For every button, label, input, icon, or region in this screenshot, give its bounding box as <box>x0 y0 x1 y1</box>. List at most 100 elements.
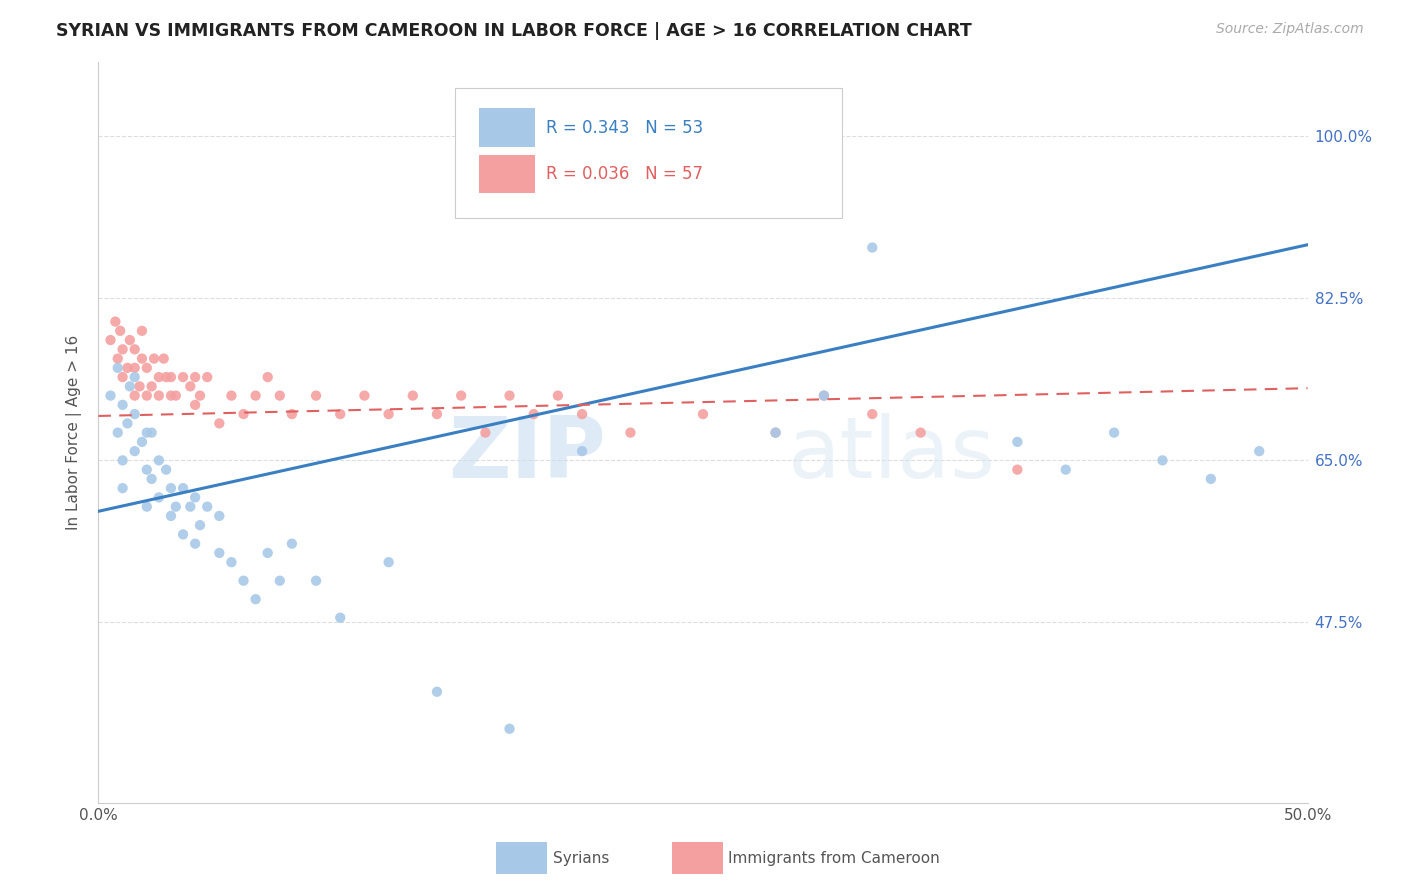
Point <box>128 379 150 393</box>
Point <box>124 444 146 458</box>
Point <box>377 407 399 421</box>
Point <box>179 500 201 514</box>
Point <box>143 351 166 366</box>
Point <box>135 425 157 440</box>
Point <box>141 472 163 486</box>
Point <box>117 360 139 375</box>
Point <box>124 389 146 403</box>
Point <box>179 379 201 393</box>
Point <box>141 379 163 393</box>
Point <box>111 398 134 412</box>
Point <box>474 425 496 440</box>
Point <box>208 508 231 523</box>
Point <box>131 324 153 338</box>
Point <box>1199 472 1222 486</box>
Point <box>184 536 207 550</box>
Point <box>107 351 129 366</box>
FancyBboxPatch shape <box>456 88 842 218</box>
Point <box>160 389 183 403</box>
FancyBboxPatch shape <box>479 108 534 147</box>
Point <box>148 389 170 403</box>
Point <box>523 407 546 421</box>
Point <box>155 462 177 476</box>
Point <box>111 370 134 384</box>
Point <box>281 536 304 550</box>
Point <box>160 481 183 495</box>
Point <box>111 453 134 467</box>
Point <box>571 444 593 458</box>
FancyBboxPatch shape <box>479 155 534 194</box>
Point <box>910 425 932 440</box>
Text: Syrians: Syrians <box>553 851 609 865</box>
Point <box>765 425 787 440</box>
Text: Immigrants from Cameroon: Immigrants from Cameroon <box>728 851 941 865</box>
Point <box>172 481 194 495</box>
Point <box>305 389 328 403</box>
Point <box>148 370 170 384</box>
Point <box>813 389 835 403</box>
Point <box>269 574 291 588</box>
Point <box>571 407 593 421</box>
Point <box>135 360 157 375</box>
Point <box>104 315 127 329</box>
Point <box>692 407 714 421</box>
Point <box>100 389 122 403</box>
Point <box>107 425 129 440</box>
Point <box>305 574 328 588</box>
Point <box>172 370 194 384</box>
Point <box>208 417 231 431</box>
Point <box>450 389 472 403</box>
Point <box>131 434 153 449</box>
Point <box>118 333 141 347</box>
Point <box>184 491 207 505</box>
Point <box>160 508 183 523</box>
Point <box>619 425 641 440</box>
Point <box>281 407 304 421</box>
Point <box>135 500 157 514</box>
Point <box>547 389 569 403</box>
Point <box>402 389 425 403</box>
Point <box>245 389 267 403</box>
Text: R = 0.343   N = 53: R = 0.343 N = 53 <box>546 119 703 136</box>
Text: atlas: atlas <box>787 413 995 496</box>
Point <box>1249 444 1271 458</box>
Point <box>765 425 787 440</box>
Point <box>353 389 375 403</box>
Point <box>135 462 157 476</box>
Point <box>377 555 399 569</box>
Point <box>1007 434 1029 449</box>
Point <box>498 722 520 736</box>
Point <box>117 417 139 431</box>
Point <box>148 453 170 467</box>
Point <box>152 351 174 366</box>
Y-axis label: In Labor Force | Age > 16: In Labor Force | Age > 16 <box>66 335 83 530</box>
Point <box>329 407 352 421</box>
Point <box>329 611 352 625</box>
Point <box>1102 425 1125 440</box>
Point <box>141 425 163 440</box>
Point <box>160 370 183 384</box>
Point <box>1007 462 1029 476</box>
Point <box>188 389 211 403</box>
Point <box>256 546 278 560</box>
Text: R = 0.036   N = 57: R = 0.036 N = 57 <box>546 165 703 183</box>
Point <box>221 389 243 403</box>
Point <box>124 360 146 375</box>
Point <box>426 407 449 421</box>
Point <box>860 407 883 421</box>
Point <box>135 389 157 403</box>
Point <box>165 389 187 403</box>
Point <box>155 370 177 384</box>
Point <box>195 370 218 384</box>
Point <box>111 343 134 357</box>
Point <box>184 370 207 384</box>
Point <box>232 574 254 588</box>
Point <box>111 481 134 495</box>
Point <box>124 370 146 384</box>
Point <box>188 518 211 533</box>
Text: Source: ZipAtlas.com: Source: ZipAtlas.com <box>1216 22 1364 37</box>
Point <box>221 555 243 569</box>
Point <box>245 592 267 607</box>
Point <box>1054 462 1077 476</box>
Point <box>165 500 187 514</box>
